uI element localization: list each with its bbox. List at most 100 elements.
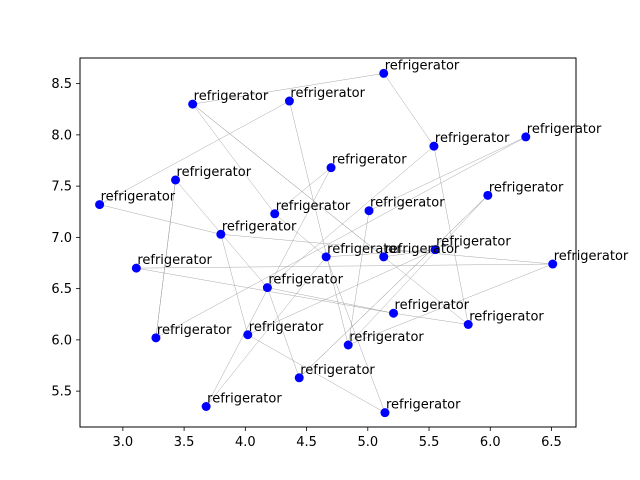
plot-frame [79, 57, 577, 428]
data-point [270, 209, 280, 219]
x-tick-label: 5.5 [419, 435, 440, 450]
point-label: refrigerator [268, 273, 343, 288]
edge-line [393, 312, 469, 325]
point-label: refrigerator [385, 58, 460, 73]
y-tick-label: 5.5 [51, 385, 72, 400]
edge-line [348, 195, 489, 346]
point-label: refrigerator [177, 165, 252, 180]
edge-line [220, 234, 553, 265]
edge-line [267, 287, 300, 378]
point-label: refrigerator [207, 392, 282, 407]
x-axis-ticks: 3.0 3.5 4.0 4.5 5.0 5.5 6.0 6.5 [113, 427, 562, 450]
point-label: refrigerator [137, 253, 212, 268]
edge-line [348, 263, 553, 346]
edge-line [368, 136, 526, 211]
data-point [131, 263, 141, 273]
edge-line [155, 136, 526, 339]
y-tick-label: 7.5 [51, 180, 72, 195]
x-tick-label: 4.0 [235, 435, 256, 450]
data-point [171, 175, 181, 185]
data-point [321, 252, 331, 262]
y-tick-label: 6.0 [51, 333, 72, 348]
point-label: refrigerator [332, 153, 407, 168]
edge-line [267, 145, 435, 288]
data-point [379, 252, 389, 262]
edge-line [192, 103, 275, 214]
data-point [262, 283, 272, 293]
data-point [389, 308, 399, 318]
data-point [430, 245, 440, 255]
y-axis-ticks: 5.5 6.0 6.5 7.0 7.5 8.0 8.5 [51, 77, 80, 400]
x-tick-label: 3.5 [174, 435, 195, 450]
edge-line [99, 204, 221, 235]
point-labels-layer: refrigerator refrigerator refrigerator refr… [101, 58, 629, 412]
edge-line [383, 73, 435, 147]
point-label: refrigerator [554, 249, 629, 264]
data-point [326, 163, 336, 173]
point-label: refrigerator [276, 199, 351, 214]
y-tick-label: 6.5 [51, 282, 72, 297]
data-point [364, 206, 374, 216]
point-label: refrigerator [300, 363, 375, 378]
y-tick-label: 8.5 [51, 77, 72, 92]
edge-line [383, 249, 436, 258]
edge-line [433, 146, 469, 325]
point-label: refrigerator [222, 219, 297, 234]
point-label: refrigerator [435, 131, 510, 146]
edge-line [247, 249, 436, 335]
edge-line [274, 167, 332, 214]
point-label: refrigerator [327, 242, 402, 257]
edge-line [347, 210, 370, 346]
x-tick-label: 6.0 [480, 435, 501, 450]
edge-line [325, 256, 386, 413]
point-label: refrigerator [489, 180, 564, 195]
point-label: refrigerator [469, 310, 544, 325]
edge-line [289, 100, 349, 346]
x-tick-label: 6.5 [541, 435, 562, 450]
point-label: refrigerator [370, 196, 445, 211]
data-point [463, 320, 473, 329]
data-point [95, 200, 105, 210]
edge-line [274, 213, 327, 258]
data-point [284, 96, 294, 106]
edge-line [192, 73, 384, 105]
edge-line [267, 287, 394, 314]
data-point [379, 68, 389, 78]
point-label: refrigerator [194, 89, 269, 104]
point-label: refrigerator [157, 323, 232, 338]
edge-line [155, 179, 176, 338]
point-label: refrigerator [349, 330, 424, 345]
point-label: refrigerator [290, 86, 365, 101]
edges-layer [99, 73, 553, 413]
points-layer [95, 68, 558, 418]
data-point [380, 408, 390, 418]
data-point [343, 340, 353, 350]
x-tick-label: 3.0 [113, 435, 134, 450]
point-label: refrigerator [386, 398, 461, 413]
edge-line [247, 334, 386, 413]
data-point [201, 402, 211, 411]
edge-line [192, 103, 469, 325]
data-point [521, 132, 531, 142]
edge-line [220, 234, 249, 335]
data-point [216, 229, 226, 239]
point-label: refrigerator [385, 242, 460, 257]
edge-line [299, 195, 488, 378]
x-tick-label: 5.0 [357, 435, 378, 450]
data-point [429, 141, 439, 151]
point-label: refrigerator [249, 320, 324, 335]
x-tick-label: 4.5 [296, 435, 317, 450]
data-point [188, 99, 198, 109]
data-point [243, 330, 253, 340]
point-label: refrigerator [395, 298, 470, 313]
y-tick-label: 8.0 [51, 128, 72, 143]
edge-line [99, 100, 290, 205]
edge-line [326, 249, 436, 258]
data-point [151, 333, 161, 343]
point-label: refrigerator [101, 190, 176, 205]
y-tick-label: 7.0 [51, 231, 72, 246]
edge-line [136, 263, 553, 269]
data-point [294, 373, 304, 383]
point-label: refrigerator [436, 235, 511, 250]
